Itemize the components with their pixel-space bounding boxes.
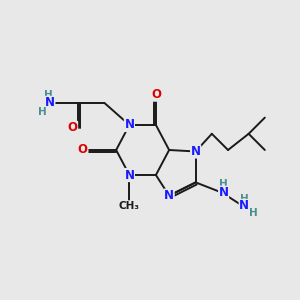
Text: H: H xyxy=(44,90,53,100)
Text: O: O xyxy=(151,88,161,101)
Text: H: H xyxy=(38,107,46,117)
Text: N: N xyxy=(124,118,134,131)
Text: O: O xyxy=(78,143,88,157)
Text: CH₃: CH₃ xyxy=(119,201,140,211)
Text: N: N xyxy=(164,189,174,202)
Text: N: N xyxy=(124,169,134,182)
Text: N: N xyxy=(45,96,55,110)
Text: N: N xyxy=(190,145,201,158)
Text: N: N xyxy=(219,186,229,199)
Text: H: H xyxy=(240,194,249,204)
Text: N: N xyxy=(239,200,249,212)
Text: H: H xyxy=(249,208,257,218)
Text: H: H xyxy=(219,179,228,190)
Text: O: O xyxy=(68,122,78,134)
